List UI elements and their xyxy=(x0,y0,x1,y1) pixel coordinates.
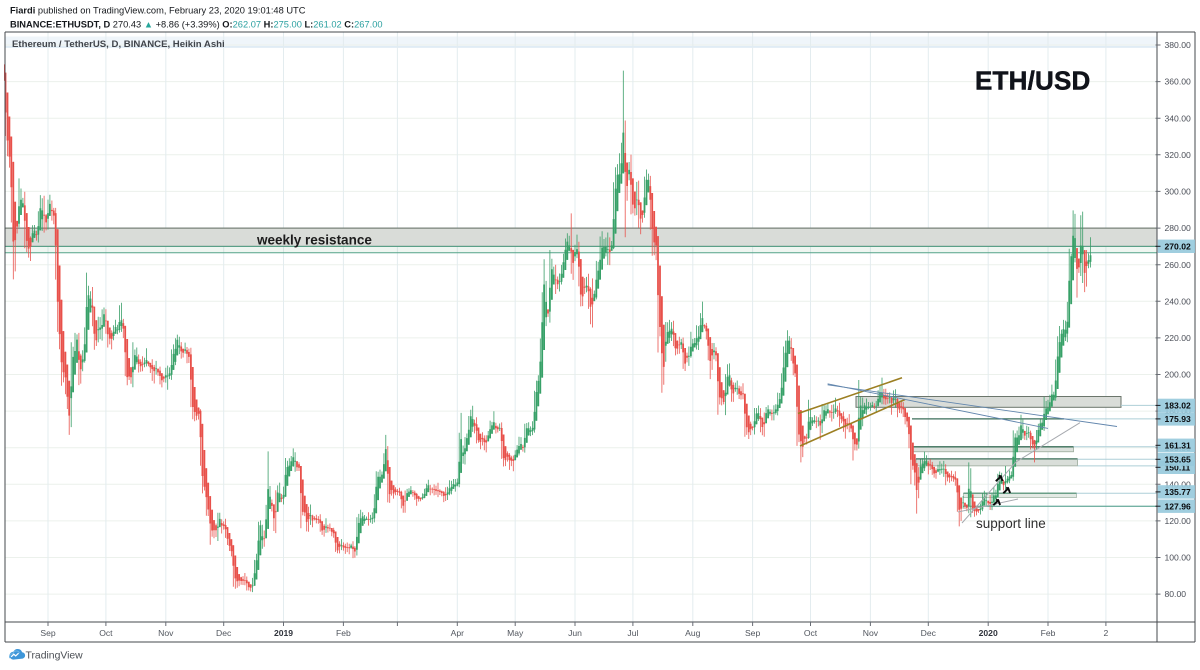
svg-text:240.00: 240.00 xyxy=(1165,296,1192,306)
svg-text:Feb: Feb xyxy=(336,628,351,638)
svg-text:200.00: 200.00 xyxy=(1165,370,1192,380)
svg-text:Dec: Dec xyxy=(216,628,232,638)
svg-text:320.00: 320.00 xyxy=(1165,150,1192,160)
svg-text:260.00: 260.00 xyxy=(1165,260,1192,270)
svg-text:80.00: 80.00 xyxy=(1165,589,1187,599)
svg-text:Jun: Jun xyxy=(568,628,582,638)
svg-text:Nov: Nov xyxy=(863,628,879,638)
svg-text:280.00: 280.00 xyxy=(1165,223,1192,233)
svg-text:161.31: 161.31 xyxy=(1165,440,1192,450)
svg-text:153.65: 153.65 xyxy=(1165,454,1192,464)
svg-text:127.96: 127.96 xyxy=(1165,501,1192,511)
svg-text:100.00: 100.00 xyxy=(1165,553,1192,563)
svg-text:Sep: Sep xyxy=(745,628,761,638)
svg-text:175.93: 175.93 xyxy=(1165,414,1192,424)
svg-text:Oct: Oct xyxy=(804,628,818,638)
svg-text:Sep: Sep xyxy=(40,628,56,638)
svg-text:Oct: Oct xyxy=(99,628,113,638)
svg-text:TradingView: TradingView xyxy=(26,651,84,662)
svg-text:220.00: 220.00 xyxy=(1165,333,1192,343)
svg-text:360.00: 360.00 xyxy=(1165,77,1192,87)
svg-text:Dec: Dec xyxy=(921,628,937,638)
svg-text:support line: support line xyxy=(976,516,1046,531)
svg-text:150.11: 150.11 xyxy=(1165,462,1191,472)
svg-text:Jul: Jul xyxy=(627,628,638,638)
svg-text:380.00: 380.00 xyxy=(1165,40,1192,50)
svg-text:Nov: Nov xyxy=(158,628,174,638)
svg-text:Ethereum / TetherUS, D, BINANC: Ethereum / TetherUS, D, BINANCE, Heikin … xyxy=(12,39,225,50)
svg-text:270.02: 270.02 xyxy=(1165,241,1192,251)
svg-text:May: May xyxy=(507,628,524,638)
svg-text:2: 2 xyxy=(1104,628,1109,638)
svg-text:2019: 2019 xyxy=(274,628,293,638)
svg-text:ETH/USD: ETH/USD xyxy=(975,66,1091,96)
svg-text:Fiardi published on TradingVie: Fiardi published on TradingView.com, Feb… xyxy=(10,6,306,16)
svg-text:135.77: 135.77 xyxy=(1165,487,1192,497)
svg-text:340.00: 340.00 xyxy=(1165,113,1192,123)
svg-text:Aug: Aug xyxy=(685,628,701,638)
svg-text:300.00: 300.00 xyxy=(1165,187,1192,197)
svg-text:140.00: 140.00 xyxy=(1165,479,1192,489)
svg-text:Apr: Apr xyxy=(451,628,465,638)
svg-text:weekly resistance: weekly resistance xyxy=(256,233,372,248)
svg-text:183.02: 183.02 xyxy=(1165,401,1192,411)
svg-text:BINANCE:ETHUSDT, D 270.43 ▲ +: BINANCE:ETHUSDT, D 270.43 ▲ +8.86 (+3.39… xyxy=(10,19,383,29)
svg-text:2020: 2020 xyxy=(979,628,998,638)
svg-text:120.00: 120.00 xyxy=(1165,516,1192,526)
svg-text:Feb: Feb xyxy=(1041,628,1056,638)
